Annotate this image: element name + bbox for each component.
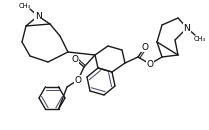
Text: O: O (71, 54, 79, 63)
Text: N: N (35, 11, 41, 21)
Text: O: O (141, 43, 149, 51)
Text: CH₃: CH₃ (19, 3, 31, 9)
Text: N: N (184, 24, 190, 32)
Text: O: O (147, 60, 153, 69)
Text: CH₃: CH₃ (194, 36, 206, 42)
Text: O: O (74, 76, 82, 85)
